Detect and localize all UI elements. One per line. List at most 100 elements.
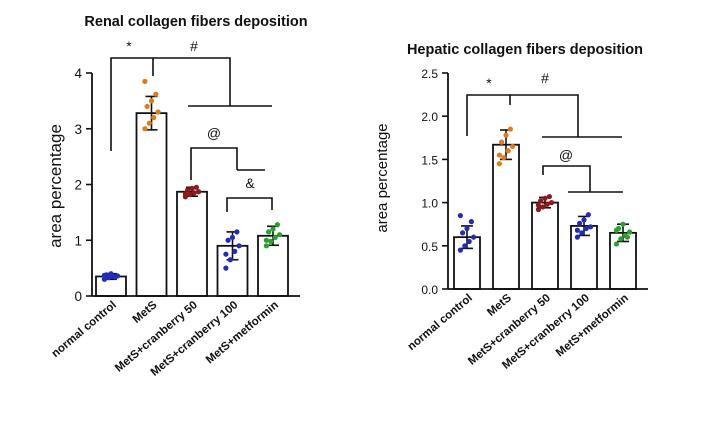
data-point (457, 247, 463, 253)
significance-mark: # (541, 70, 549, 86)
data-point (471, 234, 477, 240)
data-point (535, 206, 542, 213)
x-tick-label: normal control (50, 299, 119, 360)
y-tick-label: 1.5 (421, 153, 438, 167)
bar (135, 112, 168, 297)
data-point (101, 276, 107, 282)
data-point (108, 271, 114, 277)
data-point (277, 232, 283, 238)
data-point (581, 217, 587, 223)
y-tick-label: 2.0 (421, 110, 438, 124)
data-point (464, 225, 470, 232)
significance-mark: * (486, 75, 492, 91)
data-point (457, 212, 463, 219)
data-point (542, 195, 548, 201)
x-tick-label: MetS+metformin (554, 292, 631, 359)
data-point (151, 115, 157, 121)
data-point (142, 126, 148, 132)
data-point (503, 132, 509, 138)
data-point (263, 237, 269, 243)
y-tick-label: 4 (74, 66, 82, 81)
data-point (272, 234, 278, 241)
x-tick-label: normal control (406, 292, 475, 353)
hepatic-chart: Hepatic collagen fibers deposition area … (374, 42, 648, 372)
data-point (496, 152, 502, 158)
data-point (191, 190, 197, 196)
data-point (583, 225, 589, 232)
data-point (189, 185, 195, 192)
data-point (223, 251, 229, 257)
y-tick-label: 0.0 (421, 283, 438, 297)
data-point (627, 229, 633, 235)
data-point (112, 274, 118, 280)
data-point (196, 189, 202, 195)
data-point (466, 238, 472, 245)
data-point (268, 238, 274, 244)
axes (91, 73, 300, 297)
data-point (501, 155, 507, 161)
y-tick-label: 0.5 (421, 240, 438, 254)
bar (531, 201, 559, 290)
data-point (577, 220, 583, 226)
data-point (182, 191, 188, 197)
data-point (234, 229, 240, 235)
data-point (460, 230, 466, 236)
data-point (274, 222, 280, 228)
data-point (544, 201, 550, 207)
data-point (263, 243, 269, 249)
data-point (540, 204, 546, 210)
x-tick-label: MetS+metformin (204, 299, 281, 366)
data-point (574, 234, 581, 240)
data-point (270, 226, 276, 232)
data-point (499, 139, 505, 145)
data-point (468, 219, 474, 225)
data-point (232, 248, 238, 254)
y-tick-label: 0 (74, 289, 82, 304)
data-point (509, 143, 516, 150)
data-point (613, 241, 620, 247)
data-point (507, 126, 513, 132)
y-axis-label: area percentage (374, 123, 391, 232)
bar (492, 143, 520, 290)
renal-chart: Renal collagen fibers deposition area pe… (46, 14, 308, 379)
bar (176, 190, 208, 297)
data-point (579, 230, 585, 236)
chart-title: Renal collagen fibers deposition (84, 14, 307, 30)
data-point (546, 193, 553, 200)
data-point (185, 187, 191, 193)
significance-brackets: * # @ (466, 70, 623, 193)
data-point (266, 229, 272, 235)
significance-mark: @ (559, 147, 573, 163)
chart-title: Hepatic collagen fibers deposition (407, 42, 643, 58)
data-point (101, 272, 107, 278)
data-point (148, 98, 155, 104)
data-point (588, 224, 594, 230)
data-point (505, 148, 511, 154)
data-point (496, 161, 502, 167)
significance-brackets: * # @ & (110, 38, 273, 212)
data-point (462, 243, 468, 249)
x-tick-label: MetS (131, 299, 160, 326)
y-tick-label: 3 (74, 122, 82, 137)
data-point (585, 212, 592, 218)
y-axis-label: area percentage (46, 124, 65, 248)
x-tick-label: MetS (485, 292, 514, 319)
significance-mark: & (245, 175, 255, 191)
data-point (236, 243, 242, 249)
axes (447, 73, 648, 290)
data-point (624, 234, 631, 240)
data-point (618, 236, 624, 242)
data-point (223, 265, 229, 271)
significance-mark: @ (207, 125, 221, 141)
significance-mark: # (190, 38, 198, 54)
significance-mark: * (126, 38, 132, 54)
data-point (574, 227, 581, 233)
data-point (155, 109, 161, 115)
data-point (229, 234, 236, 241)
data-point (193, 184, 199, 190)
data-point (538, 198, 544, 204)
data-point (225, 237, 231, 243)
data-point (142, 78, 148, 84)
y-tick-label: 1.0 (421, 197, 438, 211)
data-point (613, 227, 620, 233)
